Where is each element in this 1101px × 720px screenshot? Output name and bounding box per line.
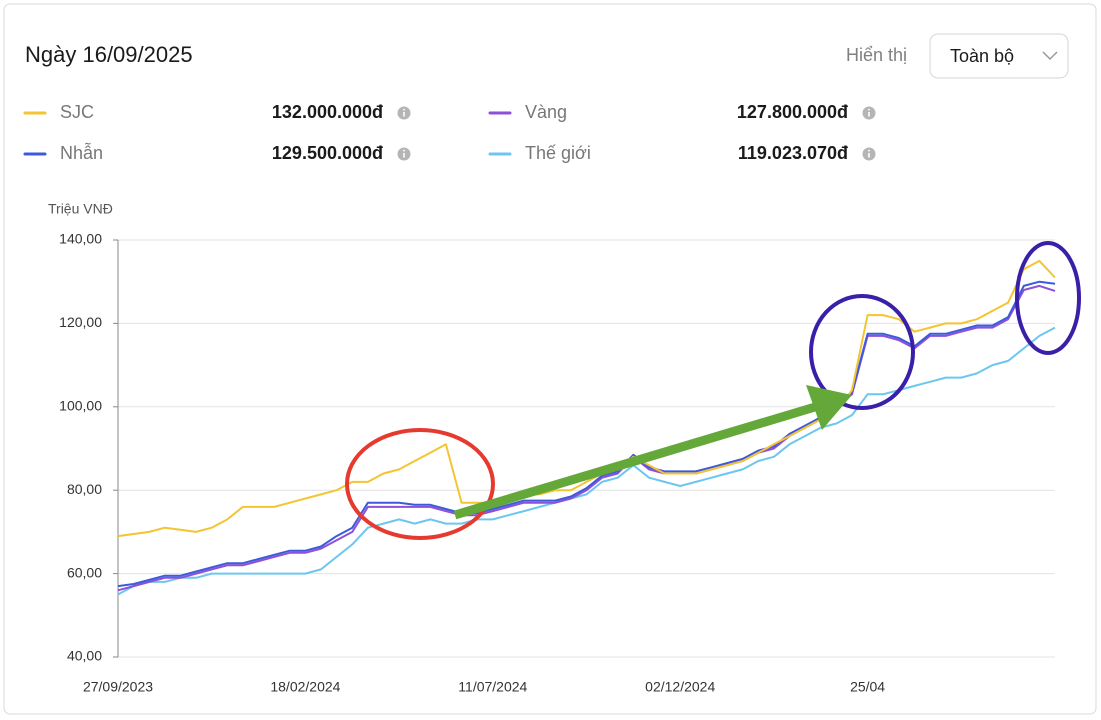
annotations bbox=[345, 241, 1081, 540]
info-icon-dot bbox=[403, 149, 405, 152]
legend: SJC 132.000.000đ Nhẫn 129.500.000đ Vàng 127.8… bbox=[23, 102, 876, 163]
series-line bbox=[117, 284, 1056, 592]
red-circle bbox=[345, 428, 495, 540]
select-chevron[interactable] bbox=[1042, 51, 1058, 61]
y-axis-label: Triệu VNĐ bbox=[48, 201, 113, 217]
y-tick-label: 80,00 bbox=[67, 481, 102, 497]
select-text[interactable]: Toàn bộ bbox=[950, 46, 1014, 66]
grid: 40,00 60,00 80,00 100,00 120,00 140,00 27/09/2… bbox=[59, 231, 1055, 695]
x-tick-label: 18/02/2024 bbox=[270, 679, 340, 695]
legend-value: 132.000.000đ bbox=[272, 102, 383, 122]
select-box[interactable] bbox=[929, 33, 1069, 79]
legend-value: 129.500.000đ bbox=[272, 143, 383, 163]
display-select[interactable]: Toàn bộ bbox=[929, 33, 1069, 79]
y-tick-label: 120,00 bbox=[59, 314, 102, 330]
legend-value: 127.800.000đ bbox=[737, 102, 848, 122]
y-tick-label: 140,00 bbox=[59, 231, 102, 247]
info-icon-dot bbox=[868, 149, 870, 152]
legend-name: Thế giới bbox=[525, 143, 591, 163]
title: Ngày 16/09/2025 bbox=[25, 42, 193, 67]
y-tick-label: 40,00 bbox=[67, 648, 102, 664]
display-label: Hiển thị bbox=[846, 45, 907, 65]
card-border bbox=[3, 3, 1097, 715]
x-tick-label: 27/09/2023 bbox=[83, 679, 153, 695]
legend-name: SJC bbox=[60, 102, 94, 122]
series-line bbox=[117, 259, 1056, 538]
y-tick-label: 60,00 bbox=[67, 564, 102, 580]
series-line bbox=[117, 280, 1056, 588]
purple-circle bbox=[1015, 241, 1081, 355]
info-icon-dot bbox=[868, 108, 870, 111]
info-icon-dot bbox=[403, 108, 405, 111]
legend-name: Vàng bbox=[525, 102, 567, 122]
legend-name: Nhẫn bbox=[60, 142, 103, 163]
x-tick-label: 02/12/2024 bbox=[645, 679, 715, 695]
legend-value: 119.023.070đ bbox=[738, 143, 848, 163]
x-tick-label: 11/07/2024 bbox=[458, 679, 527, 695]
y-tick-label: 100,00 bbox=[59, 398, 102, 414]
purple-circle bbox=[809, 294, 915, 410]
green-arrow-shaft bbox=[453, 402, 817, 520]
x-tick-label: 25/04 bbox=[850, 679, 885, 695]
green-arrow-head bbox=[806, 385, 852, 430]
